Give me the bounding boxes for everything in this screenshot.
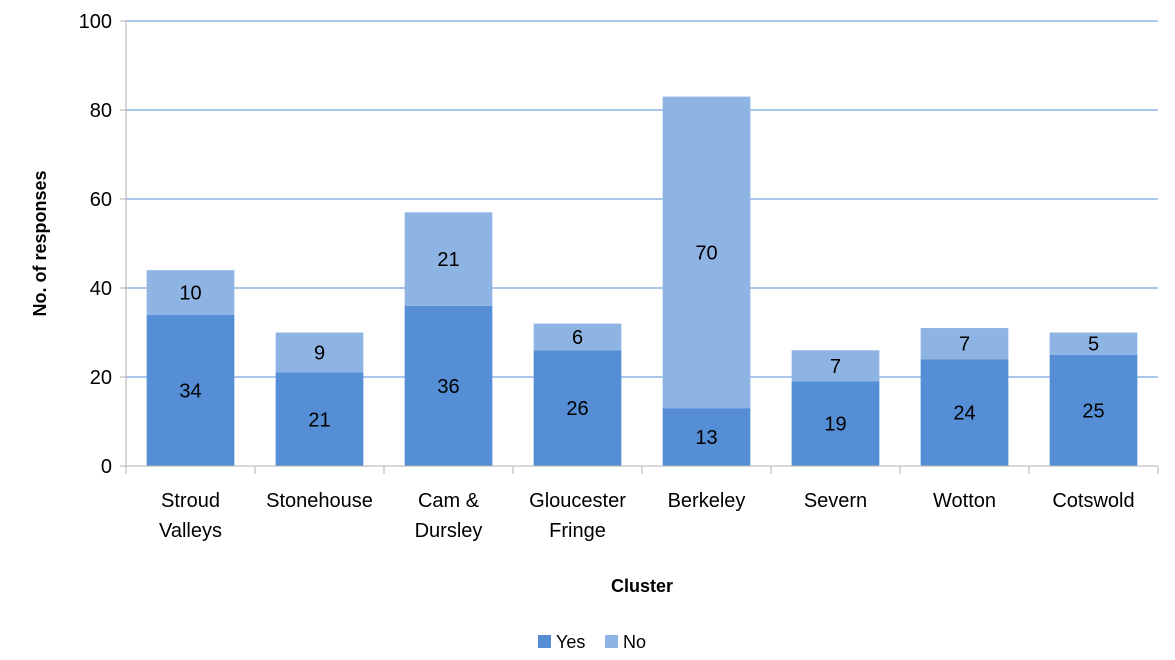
data-label: 13: [695, 427, 717, 449]
bar-no: [791, 350, 880, 382]
y-tick-label: 80: [90, 100, 112, 122]
x-tick-label: Cotswold: [1052, 490, 1134, 512]
data-label: 7: [830, 356, 841, 378]
bar-no: [920, 328, 1009, 360]
bars: [146, 96, 1138, 466]
data-label: 21: [308, 409, 330, 431]
bar-yes: [404, 305, 493, 466]
bar-yes: [1049, 354, 1138, 466]
bar-no: [146, 270, 235, 315]
x-tick-label: Gloucester Fringe: [529, 490, 626, 542]
y-tick-label: 0: [101, 456, 112, 478]
x-axis-tick-labels: Stroud Valleys Stonehouse Cam & Dursley Glouc…: [159, 490, 1135, 542]
data-label: 10: [179, 282, 201, 304]
data-labels: 34 10 21 9 36 21 26 6 13 70 19 7 24 7 25 5: [179, 242, 1104, 449]
bar-no: [533, 323, 622, 351]
x-axis-title: Cluster: [611, 576, 673, 596]
x-tick-label-line: Cam &: [418, 490, 480, 512]
data-label: 5: [1088, 334, 1099, 356]
y-tick-label: 40: [90, 278, 112, 300]
bar-yes: [533, 350, 622, 466]
data-label: 70: [695, 242, 717, 264]
bar-yes: [662, 408, 751, 466]
legend-swatch-no: [605, 635, 618, 648]
legend: Yes No: [538, 632, 646, 652]
data-label: 21: [437, 249, 459, 271]
y-axis-title: No. of responses: [30, 170, 50, 316]
data-label: 34: [179, 380, 201, 402]
x-axis: [125, 465, 1159, 474]
data-label: 19: [824, 414, 846, 436]
data-label: 25: [1082, 400, 1104, 422]
x-tick-label-line: Stonehouse: [266, 490, 373, 512]
x-tick-label-line: Cotswold: [1052, 490, 1134, 512]
gridlines: [126, 20, 1158, 378]
data-label: 36: [437, 376, 459, 398]
x-tick-label-line: Wotton: [933, 490, 996, 512]
y-axis-ticks: 0 20 40 60 80 100: [79, 11, 127, 478]
legend-label-yes: Yes: [556, 632, 585, 652]
x-tick-label-line: Stroud: [161, 490, 220, 512]
x-tick-label-line: Gloucester: [529, 490, 626, 512]
bar-no: [662, 96, 751, 409]
data-label: 26: [566, 398, 588, 420]
bar-no: [275, 332, 364, 373]
x-tick-label-line: Berkeley: [668, 490, 746, 512]
data-label: 9: [314, 343, 325, 365]
bar-yes: [920, 359, 1009, 466]
bar-yes: [791, 381, 880, 466]
bar-no: [1049, 332, 1138, 355]
data-label: 24: [953, 403, 975, 425]
data-label: 7: [959, 334, 970, 356]
x-tick-label: Cam & Dursley: [415, 490, 483, 542]
x-tick-label-line: Dursley: [415, 520, 483, 542]
x-tick-label: Berkeley: [668, 490, 746, 512]
x-tick-label: Stroud Valleys: [159, 490, 222, 542]
x-tick-label-line: Severn: [804, 490, 867, 512]
legend-swatch-yes: [538, 635, 551, 648]
x-tick-label-line: Fringe: [549, 520, 606, 542]
y-tick-label: 100: [79, 11, 112, 33]
x-tick-label-line: Valleys: [159, 520, 222, 542]
bar-yes: [275, 372, 364, 466]
bar-yes: [146, 314, 235, 466]
bar-no: [404, 212, 493, 306]
y-tick-label: 60: [90, 189, 112, 211]
y-tick-label: 20: [90, 367, 112, 389]
x-tick-label: Wotton: [933, 490, 996, 512]
x-tick-label: Severn: [804, 490, 867, 512]
x-tick-label: Stonehouse: [266, 490, 373, 512]
data-label: 6: [572, 327, 583, 349]
legend-label-no: No: [623, 632, 646, 652]
